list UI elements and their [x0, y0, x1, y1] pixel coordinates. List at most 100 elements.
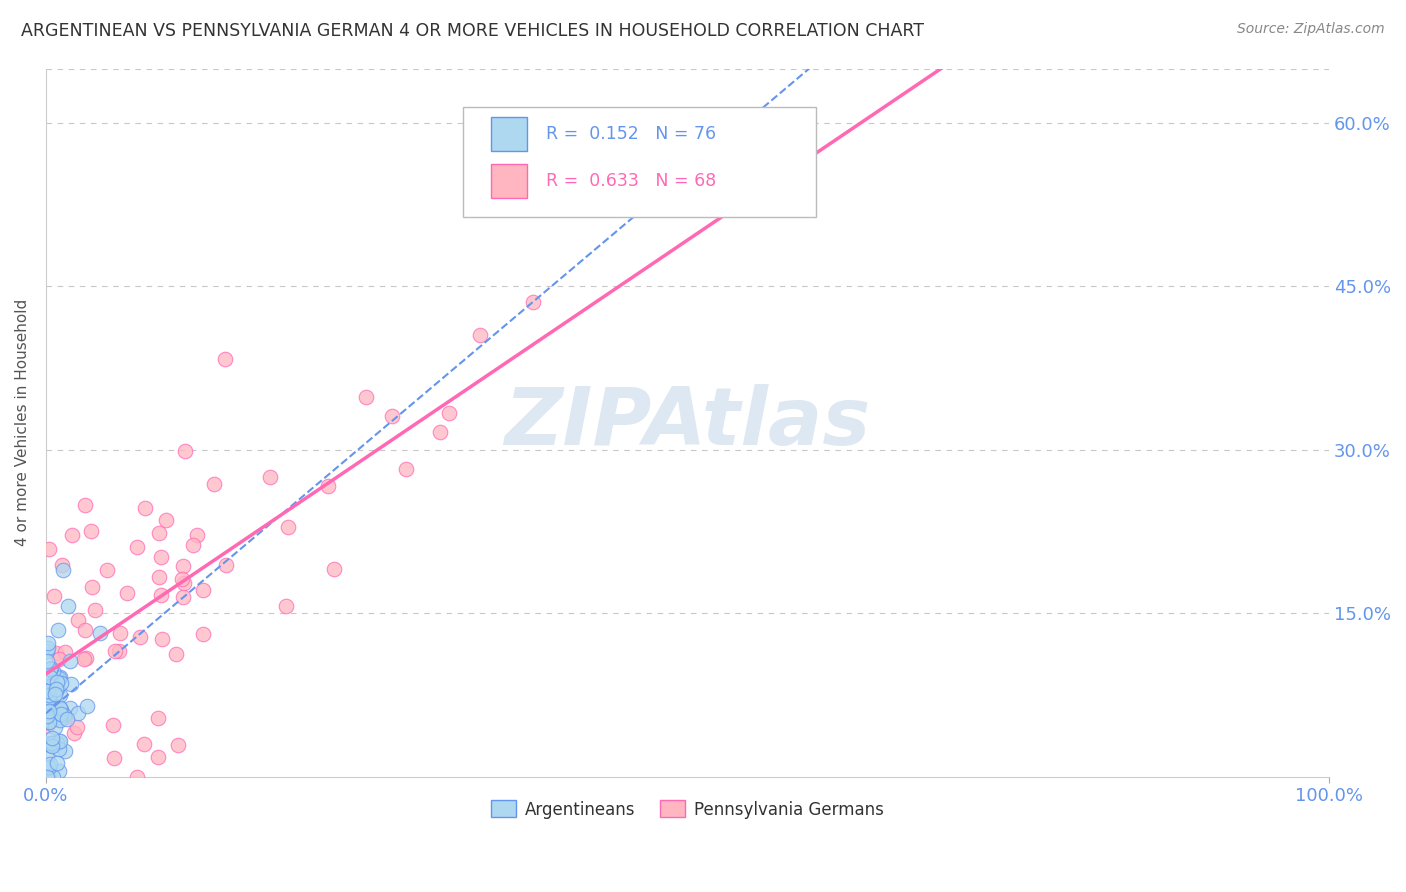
Point	[125, 540, 148, 554]
Point	[108, 644, 131, 658]
Text: R =  0.152   N = 76: R = 0.152 N = 76	[547, 125, 717, 143]
Point	[191, 626, 214, 640]
Point	[148, 570, 170, 584]
Point	[522, 294, 544, 309]
Point	[322, 562, 344, 576]
Point	[38, 690, 60, 705]
Point	[48, 742, 70, 756]
Point	[56, 599, 79, 613]
Point	[41, 731, 63, 745]
Point	[38, 688, 60, 702]
Point	[429, 425, 451, 439]
Point	[35, 644, 58, 658]
Point	[52, 563, 75, 577]
Point	[59, 677, 82, 691]
FancyBboxPatch shape	[491, 117, 527, 151]
Point	[39, 756, 62, 771]
Point	[35, 671, 58, 685]
Point	[134, 500, 156, 515]
Legend: Argentineans, Pennsylvania Germans: Argentineans, Pennsylvania Germans	[485, 794, 890, 825]
Point	[381, 409, 404, 423]
Point	[148, 525, 170, 540]
Point	[73, 498, 96, 512]
Point	[316, 479, 339, 493]
Point	[39, 697, 62, 711]
Point	[46, 623, 69, 637]
Point	[39, 736, 62, 750]
Point	[49, 703, 72, 717]
Point	[46, 682, 69, 697]
Point	[166, 738, 188, 752]
Point	[51, 676, 73, 690]
Point	[39, 738, 62, 752]
Point	[39, 714, 62, 728]
Point	[51, 707, 73, 722]
Point	[79, 524, 101, 538]
Point	[63, 726, 86, 740]
Point	[37, 719, 59, 733]
Point	[35, 751, 58, 765]
Point	[73, 623, 96, 637]
Point	[46, 736, 69, 750]
Point	[41, 770, 63, 784]
Point	[37, 636, 59, 650]
Point	[48, 688, 70, 702]
Point	[49, 734, 72, 748]
Point	[37, 680, 59, 694]
Point	[45, 709, 67, 723]
Point	[172, 573, 194, 587]
Point	[149, 588, 172, 602]
Point	[52, 708, 75, 723]
Point	[439, 406, 461, 420]
Point	[48, 671, 70, 685]
Point	[191, 582, 214, 597]
Point	[49, 713, 72, 727]
Point	[38, 770, 60, 784]
Point	[41, 739, 63, 753]
Point	[117, 586, 139, 600]
Point	[35, 770, 58, 784]
FancyBboxPatch shape	[491, 164, 527, 198]
Point	[49, 670, 72, 684]
Point	[37, 709, 59, 723]
Point	[84, 603, 107, 617]
Point	[38, 714, 60, 729]
Point	[44, 720, 66, 734]
Point	[150, 632, 173, 646]
Point	[173, 576, 195, 591]
Point	[45, 646, 67, 660]
Point	[38, 760, 60, 774]
Point	[150, 549, 173, 564]
Point	[35, 673, 58, 687]
Point	[35, 684, 58, 698]
Point	[41, 678, 63, 692]
Point	[202, 476, 225, 491]
Point	[146, 750, 169, 764]
Point	[277, 519, 299, 533]
Point	[38, 689, 60, 703]
Point	[38, 704, 60, 718]
Point	[276, 599, 298, 614]
Text: ARGENTINEAN VS PENNSYLVANIA GERMAN 4 OR MORE VEHICLES IN HOUSEHOLD CORRELATION C: ARGENTINEAN VS PENNSYLVANIA GERMAN 4 OR …	[21, 22, 924, 40]
Point	[215, 558, 238, 572]
Point	[41, 736, 63, 750]
Point	[38, 662, 60, 676]
Point	[37, 761, 59, 775]
Point	[148, 711, 170, 725]
Point	[53, 645, 76, 659]
Point	[172, 558, 194, 573]
Point	[37, 640, 59, 655]
Point	[35, 654, 58, 668]
Point	[38, 691, 60, 706]
Point	[38, 542, 60, 557]
Point	[45, 674, 67, 689]
Text: ZIPAtlas: ZIPAtlas	[505, 384, 870, 462]
Point	[129, 630, 152, 644]
Point	[89, 625, 111, 640]
Point	[39, 661, 62, 675]
Point	[38, 670, 60, 684]
Point	[38, 679, 60, 693]
Point	[42, 736, 65, 750]
Point	[48, 700, 70, 714]
FancyBboxPatch shape	[463, 107, 815, 218]
